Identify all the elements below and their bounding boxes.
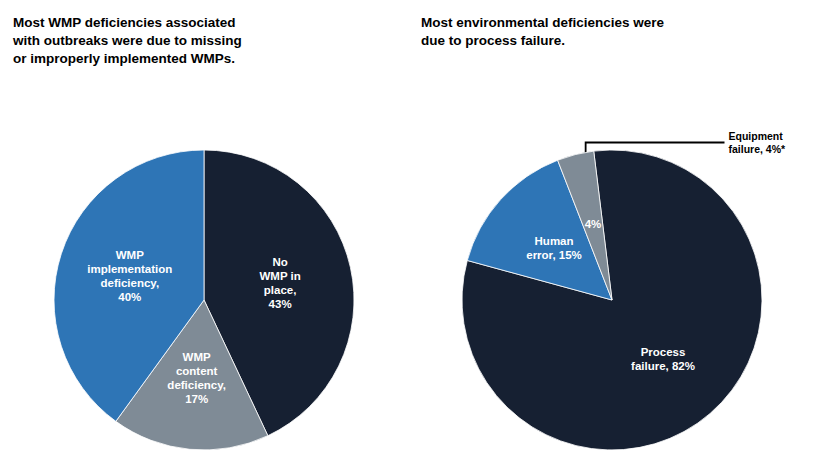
svg-text:deficiency,: deficiency, [167, 379, 226, 391]
svg-text:due to process failure.: due to process failure. [421, 33, 565, 48]
svg-text:Most environmental deficiencie: Most environmental deficiencies were [421, 15, 665, 30]
svg-text:Most WMP deficiencies associat: Most WMP deficiencies associated [13, 15, 236, 30]
svg-text:17%: 17% [185, 393, 208, 405]
svg-text:Equipment: Equipment [729, 130, 784, 142]
svg-text:with outbreaks were due to mis: with outbreaks were due to missing [12, 33, 242, 48]
svg-text:Human: Human [535, 235, 574, 247]
svg-text:implementation: implementation [87, 263, 172, 275]
svg-text:WMP: WMP [116, 249, 144, 261]
svg-text:error, 15%: error, 15% [526, 249, 582, 261]
svg-text:deficiency,: deficiency, [101, 277, 160, 289]
svg-text:4%: 4% [585, 218, 602, 230]
svg-text:failure, 82%: failure, 82% [631, 360, 695, 372]
svg-text:failure, 4%*: failure, 4%* [729, 143, 787, 155]
svg-text:Process: Process [641, 346, 686, 358]
svg-text:No: No [272, 256, 287, 268]
svg-text:WMP in: WMP in [259, 270, 300, 282]
svg-text:43%: 43% [269, 298, 292, 310]
svg-text:or improperly implemented WMPs: or improperly implemented WMPs. [13, 51, 235, 66]
svg-text:place,: place, [264, 284, 297, 296]
svg-text:40%: 40% [118, 291, 141, 303]
svg-text:WMP: WMP [183, 351, 211, 363]
svg-text:content: content [176, 365, 218, 377]
